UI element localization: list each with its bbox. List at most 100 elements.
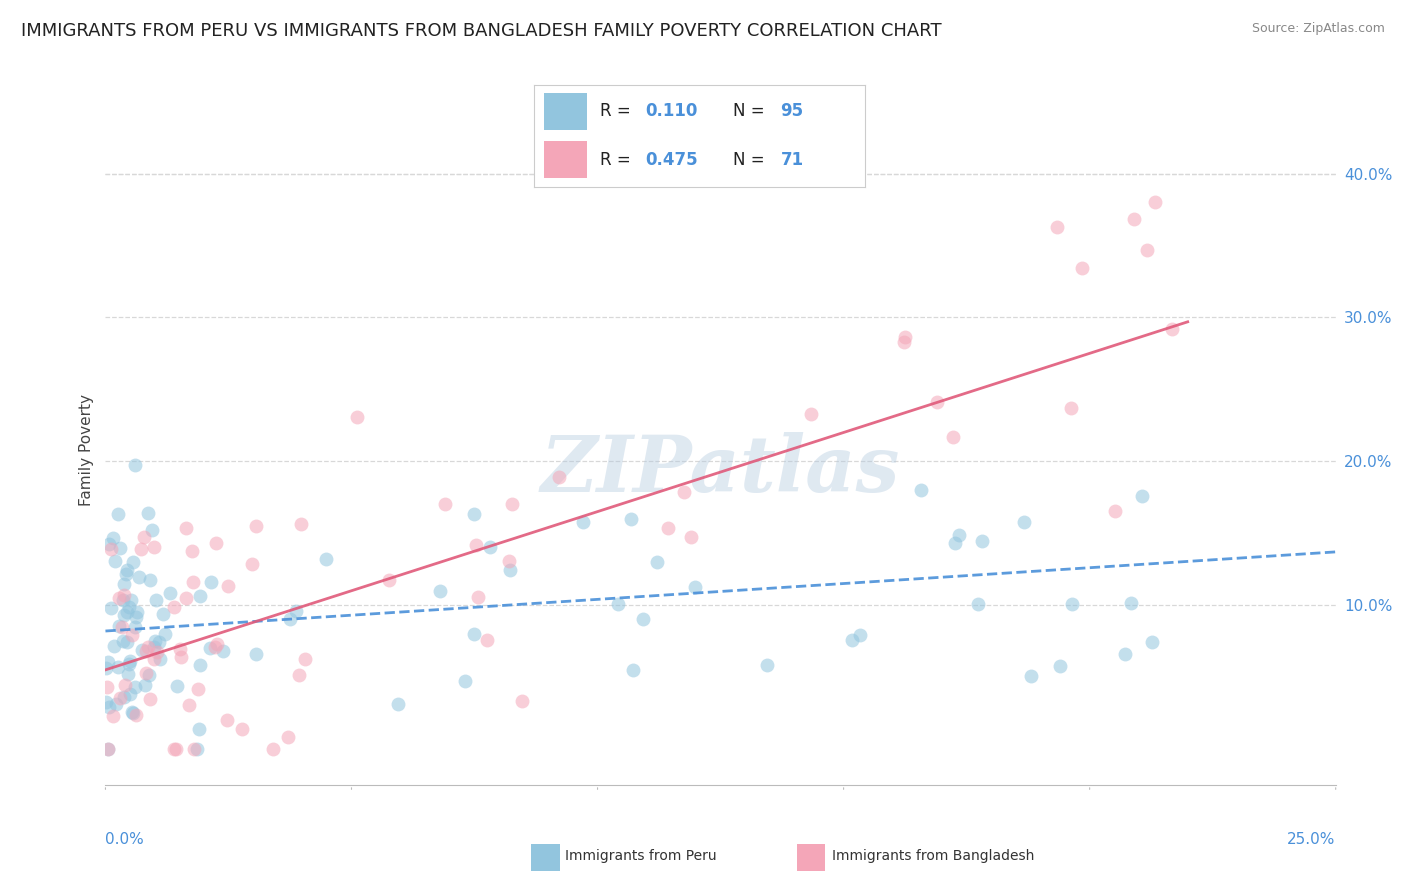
- Point: [498, 563, 520, 577]
- Point: [187, 723, 209, 737]
- Point: [149, 652, 172, 666]
- Point: [136, 640, 159, 654]
- Point: [288, 668, 311, 682]
- Point: [96, 695, 118, 709]
- Point: [657, 521, 679, 535]
- Point: [141, 523, 163, 537]
- Point: [153, 627, 176, 641]
- Point: [942, 430, 965, 444]
- Point: [478, 540, 501, 554]
- Point: [108, 619, 131, 633]
- Point: [800, 407, 823, 421]
- Point: [1059, 401, 1081, 415]
- Text: N =: N =: [733, 151, 769, 169]
- Point: [100, 600, 122, 615]
- Point: [97, 742, 120, 756]
- Point: [572, 516, 595, 530]
- Point: [124, 680, 146, 694]
- Point: [1012, 516, 1035, 530]
- Point: [117, 563, 139, 577]
- Point: [502, 497, 524, 511]
- Point: [315, 552, 337, 566]
- Point: [143, 652, 166, 666]
- Point: [135, 644, 157, 658]
- Point: [621, 663, 644, 677]
- Point: [205, 637, 228, 651]
- Point: [512, 694, 534, 708]
- Point: [163, 742, 186, 756]
- Point: [1114, 647, 1136, 661]
- Point: [242, 557, 264, 571]
- Point: [159, 586, 181, 600]
- Point: [118, 657, 141, 671]
- Point: [465, 538, 488, 552]
- Point: [111, 620, 134, 634]
- Point: [115, 605, 138, 619]
- Point: [180, 544, 202, 558]
- Point: [547, 470, 569, 484]
- Point: [1121, 596, 1143, 610]
- Text: Source: ZipAtlas.com: Source: ZipAtlas.com: [1251, 22, 1385, 36]
- Point: [181, 574, 204, 589]
- Point: [966, 598, 988, 612]
- Point: [606, 597, 628, 611]
- Point: [204, 640, 226, 654]
- Point: [212, 644, 235, 658]
- Y-axis label: Family Poverty: Family Poverty: [79, 394, 94, 507]
- Point: [103, 709, 125, 723]
- Text: N =: N =: [733, 103, 769, 120]
- Point: [97, 655, 120, 669]
- Point: [841, 633, 863, 648]
- Point: [231, 722, 253, 736]
- Point: [894, 329, 917, 343]
- Text: 25.0%: 25.0%: [1288, 831, 1336, 847]
- Point: [463, 627, 485, 641]
- Point: [115, 566, 138, 581]
- Point: [215, 713, 238, 727]
- Point: [145, 593, 167, 607]
- Point: [121, 627, 143, 641]
- Point: [166, 679, 188, 693]
- Point: [434, 497, 457, 511]
- Point: [124, 708, 146, 723]
- Point: [948, 528, 970, 542]
- Point: [849, 628, 872, 642]
- Point: [217, 579, 239, 593]
- Point: [152, 607, 174, 621]
- Text: 71: 71: [780, 151, 804, 169]
- Point: [115, 634, 138, 648]
- Point: [1021, 669, 1043, 683]
- Point: [245, 648, 267, 662]
- Point: [188, 589, 211, 603]
- Point: [118, 599, 141, 614]
- Point: [198, 641, 221, 656]
- Point: [165, 742, 187, 756]
- Point: [177, 698, 200, 713]
- Point: [104, 697, 127, 711]
- Point: [135, 665, 157, 680]
- Point: [387, 697, 409, 711]
- Point: [346, 409, 368, 424]
- Point: [104, 554, 127, 568]
- Point: [96, 680, 118, 694]
- Point: [910, 483, 932, 497]
- Text: 0.110: 0.110: [645, 103, 697, 120]
- Point: [112, 577, 135, 591]
- Point: [183, 742, 205, 756]
- Point: [262, 742, 284, 756]
- Point: [121, 705, 143, 719]
- Point: [148, 634, 170, 648]
- Point: [107, 660, 129, 674]
- Point: [118, 687, 141, 701]
- Point: [1130, 489, 1153, 503]
- Point: [467, 590, 489, 604]
- Point: [169, 641, 191, 656]
- FancyBboxPatch shape: [544, 141, 588, 178]
- Point: [120, 655, 142, 669]
- Point: [97, 537, 120, 551]
- Point: [683, 580, 706, 594]
- Point: [188, 658, 211, 673]
- Point: [893, 334, 915, 349]
- Point: [1046, 220, 1069, 235]
- Point: [131, 642, 153, 657]
